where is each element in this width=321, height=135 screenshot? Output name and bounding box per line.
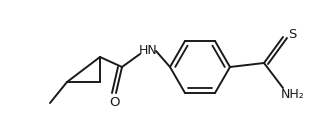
Text: HN: HN [139, 43, 157, 57]
Text: NH₂: NH₂ [281, 89, 305, 102]
Text: S: S [288, 28, 296, 40]
Text: O: O [110, 97, 120, 109]
